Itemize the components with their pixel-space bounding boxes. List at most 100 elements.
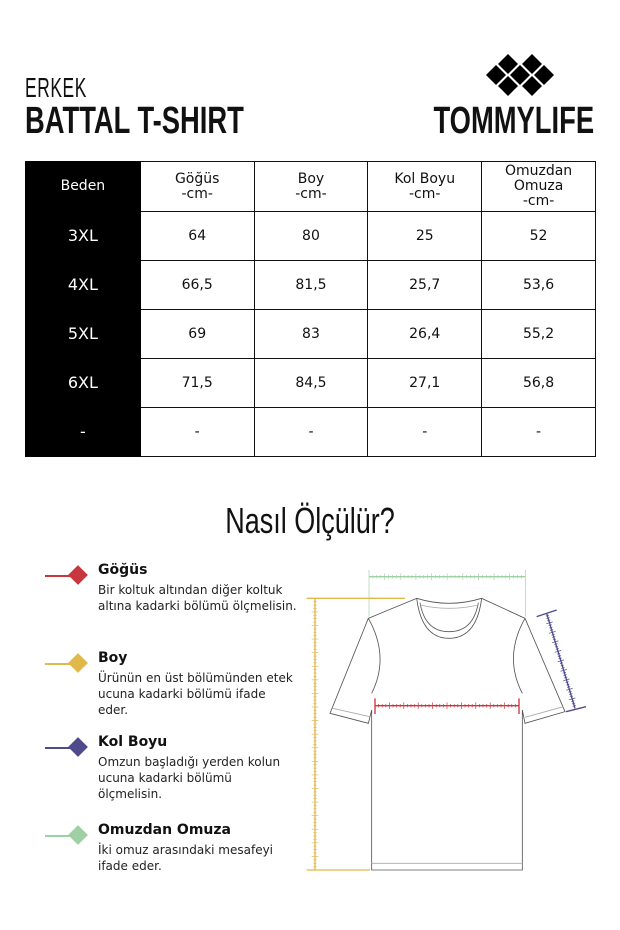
sleeve-ruler-tick xyxy=(557,652,561,655)
guide-title: Nasıl Ölçülür? xyxy=(225,500,395,541)
legend-desc: İki omuz arasındaki mesafeyi ifade eder. xyxy=(98,843,274,873)
value-cell: 66,5 xyxy=(139,260,255,310)
sleeve-ruler-tick xyxy=(555,648,559,650)
legend-desc: Bir koltuk altından diğer koltuk altına … xyxy=(98,583,297,613)
value-cell: 52 xyxy=(481,211,596,261)
product-title: BATTAL T-SHIRT xyxy=(25,100,244,142)
sleeve-ruler-tick xyxy=(549,626,553,629)
sleeve-ruler-tick xyxy=(563,678,570,682)
sleeve-ruler-tick xyxy=(551,640,559,644)
diamond-icon xyxy=(68,737,88,757)
sleeve-ruler-tick xyxy=(561,667,565,669)
value-cell: - xyxy=(481,407,596,457)
sleeve-ruler-tick xyxy=(552,636,556,638)
brand-logo-icon xyxy=(486,54,554,96)
legend-title: Boy xyxy=(98,650,128,666)
value-cell: 71,5 xyxy=(139,358,255,408)
sleeve-ruler-tick xyxy=(568,690,572,693)
sleeve-ruler-tick xyxy=(560,664,564,667)
sleeve-ruler-tick xyxy=(566,683,570,686)
size-cell: 5XL xyxy=(25,309,141,359)
table-row: 6XL 71,5 84,5 27,1 56,8 xyxy=(25,358,596,408)
legend-desc: Ürünün en üst bölümünden etek ucuna kada… xyxy=(98,671,293,717)
sleeve-ruler-tick xyxy=(545,614,550,617)
header-gogus: Göğüs -cm- xyxy=(139,161,255,212)
sleeve-ruler-tick xyxy=(569,695,574,698)
table-row: ----- xyxy=(25,407,596,457)
sleeve-ruler-tick xyxy=(548,624,552,627)
legend-line xyxy=(45,663,75,665)
value-cell: 26,4 xyxy=(367,309,483,359)
sleeve-ruler-tick xyxy=(546,617,550,619)
value-cell: 25,7 xyxy=(367,260,483,310)
value-cell: 25 xyxy=(367,211,483,261)
size-cell: 6XL xyxy=(25,358,141,408)
sleeve-ruler-cap xyxy=(565,706,587,713)
sleeve-ruler-tick xyxy=(546,621,553,625)
sleeve-ruler-tick xyxy=(557,659,565,663)
sleeve-ruler-tick xyxy=(554,643,558,646)
value-cell: 69 xyxy=(139,309,255,359)
sleeve-ruler-tick xyxy=(560,669,567,672)
sleeve-ruler-tick xyxy=(566,688,573,691)
value-cell: 27,1 xyxy=(367,358,483,408)
table-row: 5XL 69 83 26,4 55,2 xyxy=(25,309,596,359)
sleeve-ruler-tick xyxy=(559,662,564,665)
value-cell: 64 xyxy=(139,211,255,261)
size-cell: 3XL xyxy=(25,211,141,261)
sleeve-ruler-tick xyxy=(571,700,575,703)
sleeve-ruler-tick xyxy=(554,645,559,648)
sleeve-ruler-tick xyxy=(558,657,562,660)
sleeve-ruler-tick xyxy=(565,681,569,684)
legend-title: Kol Boyu xyxy=(98,734,168,750)
legend-line xyxy=(45,747,75,749)
header-boy: Boy -cm- xyxy=(253,161,369,212)
legend-title: Göğüs xyxy=(98,562,148,578)
value-cell: 83 xyxy=(253,309,369,359)
value-cell: 53,6 xyxy=(481,260,596,310)
sleeve-ruler-tick xyxy=(568,697,576,701)
sleeve-ruler-cap xyxy=(536,609,557,618)
value-cell: 55,2 xyxy=(481,309,596,359)
value-cell: 80 xyxy=(253,211,369,261)
value-cell: - xyxy=(367,407,483,457)
size-cell: - xyxy=(25,407,141,457)
brand-name: TOMMYLIFE xyxy=(433,100,594,142)
sleeve-ruler-tick xyxy=(547,619,551,622)
sleeve-ruler-tick xyxy=(552,638,557,641)
sleeve-ruler-tick xyxy=(572,705,576,707)
table-header-row: Beden Göğüs -cm- Boy -cm- Kol Boyu -cm- Omu… xyxy=(25,161,596,212)
sleeve-ruler-tick xyxy=(549,631,556,634)
header-kol-boyu: Kol Boyu -cm- xyxy=(367,161,483,212)
diamond-icon xyxy=(68,825,88,845)
sleeve-ruler-tick xyxy=(562,671,567,674)
value-cell: - xyxy=(139,407,255,457)
diamond-icon xyxy=(68,565,88,585)
sleeve-ruler-tick xyxy=(554,650,562,653)
value-cell: 81,5 xyxy=(253,260,369,310)
header-omuzdan-omuza: Omuzdan Omuza -cm- xyxy=(481,161,596,212)
legend-line xyxy=(45,835,75,837)
legend-desc: Omzun başladığı yerden kolun ucuna kadar… xyxy=(98,755,281,801)
size-cell: 4XL xyxy=(25,260,141,310)
sleeve-ruler-tick xyxy=(557,655,562,657)
header-beden: Beden xyxy=(25,161,141,212)
sleeve-ruler-tick xyxy=(563,674,567,676)
table-row: 4XL 66,5 81,5 25,7 53,6 xyxy=(25,260,596,310)
diamond-icon xyxy=(68,653,88,673)
category-label: ERKEK xyxy=(25,72,87,103)
sleeve-ruler-tick xyxy=(564,676,568,679)
sleeve-ruler-tick xyxy=(566,686,571,688)
value-cell: 84,5 xyxy=(253,358,369,408)
size-table: Beden Göğüs -cm- Boy -cm- Kol Boyu -cm- Omu… xyxy=(25,161,596,457)
table-row: 3XL 64 80 25 52 xyxy=(25,211,596,261)
legend-title: Omuzdan Omuza xyxy=(98,822,231,838)
sleeve-ruler-tick xyxy=(549,629,554,631)
tshirt-measure-diagram xyxy=(306,570,587,871)
value-cell: 56,8 xyxy=(481,358,596,408)
value-cell: - xyxy=(253,407,369,457)
sleeve-ruler-tick xyxy=(551,633,555,636)
sleeve-ruler-tick xyxy=(571,702,576,705)
legend-line xyxy=(45,575,75,577)
sleeve-ruler-tick xyxy=(569,693,573,695)
